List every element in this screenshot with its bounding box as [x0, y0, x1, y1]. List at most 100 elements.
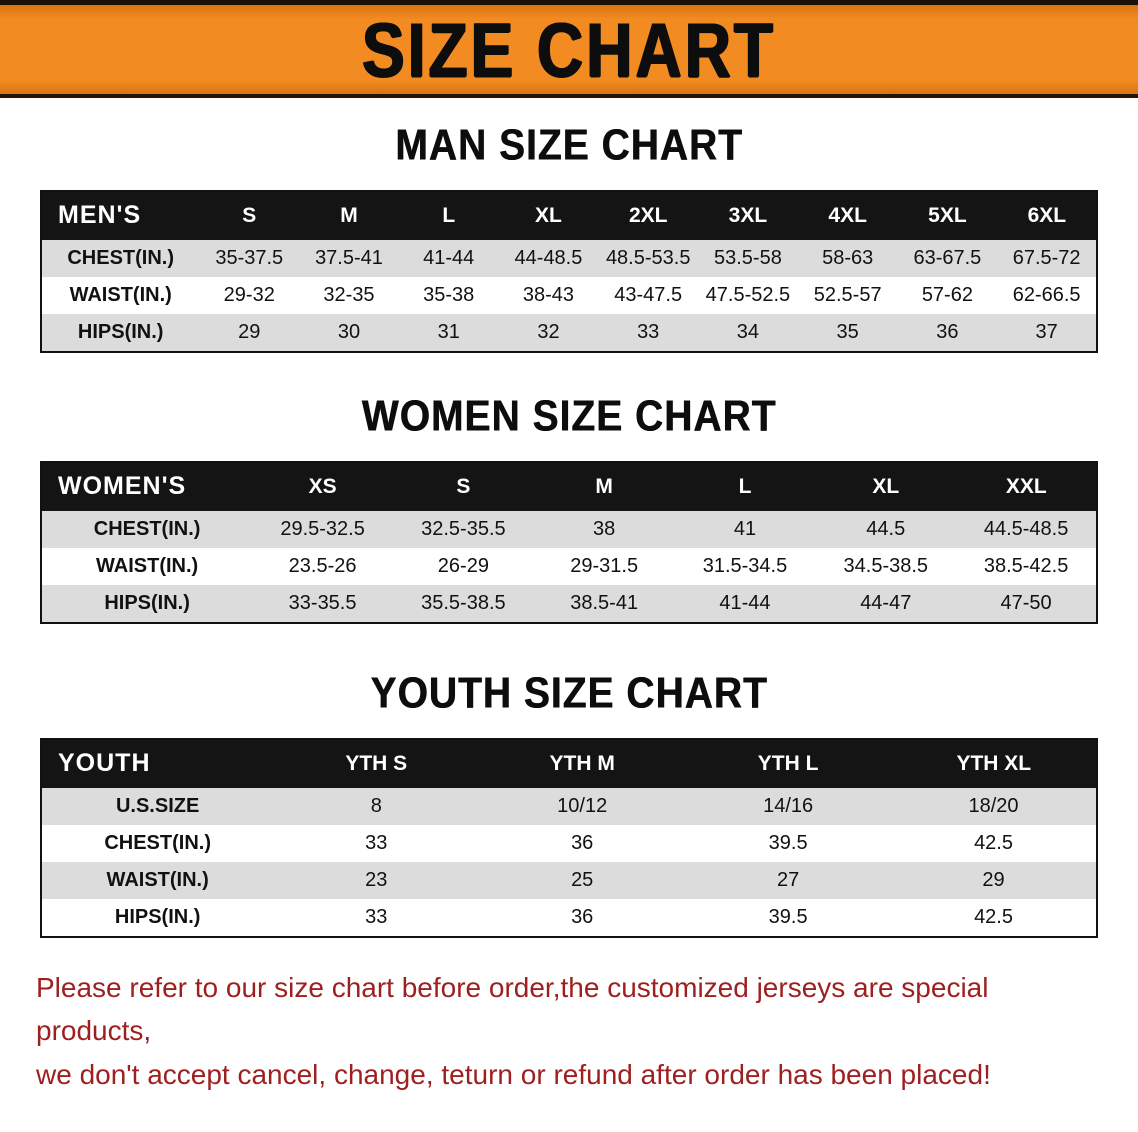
disclaimer-text: Please refer to our size chart before or… [36, 966, 1102, 1096]
size-value-cell: 53.5-58 [714, 247, 782, 269]
size-value-cell: 29-32 [223, 284, 275, 306]
size-value-cell: 33-35.5 [288, 592, 357, 614]
table-row: WAIST(IN.) 23.5-26 26-29 29-31.5 31.5-34.5 34… [41, 548, 1097, 585]
row-label: HIPS(IN.) [77, 321, 164, 343]
row-label: WAIST(IN.) [69, 284, 172, 306]
size-value-cell: 29-31.5 [570, 555, 639, 577]
size-column-header: 3XL [697, 190, 799, 240]
mens-heading: MAN SIZE CHART [395, 121, 743, 170]
size-column-header: L [398, 190, 500, 240]
table-header-row: MEN'S S M L XL 2XL 3XL 4XL 5XL 6XL [40, 190, 1098, 240]
size-value-cell: 52.5-57 [813, 284, 882, 306]
size-value-cell: 32 [537, 321, 560, 343]
size-column-header: YTH M [478, 738, 686, 788]
size-value-cell: 37.5-41 [315, 247, 383, 269]
size-value-cell: 38 [593, 518, 616, 540]
size-value-cell: 35 [836, 321, 859, 343]
size-column-header: XXL [955, 461, 1098, 511]
size-value-cell: 42.5 [974, 906, 1013, 928]
youth-size-table: YOUTH YTH S YTH M YTH L YTH XL U.S.SIZE 8 10/12… [40, 738, 1098, 938]
table-header-row: YOUTH YTH S YTH M YTH L YTH XL [40, 738, 1098, 788]
table-row: WAIST(IN.) 29-32 32-35 35-38 38-43 43-47.5 47.… [41, 277, 1097, 314]
size-value-cell: 35-37.5 [215, 247, 284, 269]
size-value-cell: 10/12 [557, 795, 608, 817]
mens-size-table: MEN'S S M L XL 2XL 3XL 4XL 5XL 6XL CHEST(IN.) 35-37… [40, 190, 1098, 353]
table-corner-label: YOUTH [40, 738, 274, 788]
banner: SIZE CHART [0, 0, 1138, 98]
youth-section: YOUTH SIZE CHART YOUTH YTH S YTH M YTH L YTH… [0, 669, 1138, 938]
table-row: HIPS(IN.) 33 36 39.5 42.5 [41, 899, 1097, 937]
size-value-cell: 57-62 [921, 284, 973, 306]
size-value-cell: 41-44 [719, 592, 771, 614]
size-value-cell: 34 [736, 321, 760, 343]
size-value-cell: 29 [982, 869, 1005, 891]
size-column-header: YTH S [272, 738, 480, 788]
size-chart-page: SIZE CHART MAN SIZE CHART MEN'S S M L XL 2XL 3… [0, 0, 1138, 1096]
size-value-cell: 29 [238, 321, 261, 343]
size-value-cell: 31 [437, 321, 460, 343]
size-column-header: 5XL [897, 190, 998, 240]
size-value-cell: 18/20 [968, 795, 1019, 817]
size-value-cell: 26-29 [437, 555, 489, 577]
size-value-cell: 41-44 [423, 247, 475, 269]
size-value-cell: 47.5-52.5 [705, 284, 791, 306]
row-label: HIPS(IN.) [114, 906, 201, 928]
size-column-header: M [533, 461, 676, 511]
table-row: CHEST(IN.) 33 36 39.5 42.5 [41, 825, 1097, 862]
womens-section: WOMEN SIZE CHART WOMEN'S XS S M L XL XXL CHEST(… [0, 392, 1138, 624]
table-row: WAIST(IN.) 23 25 27 29 [41, 862, 1097, 899]
size-value-cell: 35-38 [423, 284, 475, 306]
size-column-header: 6XL [996, 190, 1098, 240]
row-label: WAIST(IN.) [95, 555, 199, 577]
size-column-header: XS [251, 461, 394, 511]
disclaimer-line-2: we don't accept cancel, change, teturn o… [36, 1058, 991, 1090]
size-column-header: 2XL [597, 190, 699, 240]
size-column-header: M [298, 190, 400, 240]
size-column-header: XL [814, 461, 957, 511]
size-value-cell: 44-47 [860, 592, 912, 614]
size-value-cell: 32.5-35.5 [421, 518, 506, 540]
table-row: CHEST(IN.) 29.5-32.5 32.5-35.5 38 41 44.5 44.5… [41, 510, 1097, 548]
size-value-cell: 44-48.5 [514, 247, 583, 269]
size-column-header: YTH L [684, 738, 892, 788]
size-column-header: XL [498, 190, 599, 240]
size-value-cell: 63-67.5 [913, 247, 982, 269]
row-label: CHEST(IN.) [67, 247, 175, 269]
womens-size-table: WOMEN'S XS S M L XL XXL CHEST(IN.) 29.5-32.5 32.5… [40, 461, 1098, 624]
size-value-cell: 25 [571, 869, 594, 891]
size-value-cell: 30 [337, 321, 361, 343]
size-value-cell: 23 [365, 869, 388, 891]
size-value-cell: 37 [1035, 321, 1058, 343]
size-value-cell: 31.5-34.5 [702, 555, 788, 577]
size-value-cell: 32-35 [323, 284, 375, 306]
table-row: HIPS(IN.) 29 30 31 32 33 34 35 36 37 [41, 314, 1097, 352]
page-title: SIZE CHART [362, 6, 776, 93]
size-column-header: S [392, 461, 535, 511]
size-value-cell: 67.5-72 [1012, 247, 1081, 269]
size-value-cell: 8 [370, 795, 382, 817]
row-label: CHEST(IN.) [93, 518, 201, 540]
size-value-cell: 38.5-41 [570, 592, 639, 614]
row-label: WAIST(IN.) [106, 869, 209, 891]
size-value-cell: 33 [365, 906, 388, 928]
size-value-cell: 35.5-38.5 [421, 592, 506, 614]
youth-heading: YOUTH SIZE CHART [370, 669, 768, 718]
womens-heading: WOMEN SIZE CHART [361, 392, 777, 441]
table-row: CHEST(IN.) 35-37.5 37.5-41 41-44 44-48.5 48.5… [41, 239, 1097, 277]
disclaimer-line-1: Please refer to our size chart before or… [36, 972, 989, 1047]
size-column-header: 4XL [797, 190, 899, 240]
size-value-cell: 33 [365, 832, 388, 854]
table-row: HIPS(IN.) 33-35.5 35.5-38.5 38.5-41 41-44 44-… [41, 585, 1097, 623]
size-value-cell: 62-66.5 [1012, 284, 1081, 306]
table-corner-label: WOMEN'S [40, 461, 253, 511]
size-value-cell: 42.5 [974, 832, 1013, 854]
size-column-header: S [198, 190, 300, 240]
size-column-header: YTH XL [890, 738, 1098, 788]
size-value-cell: 36 [571, 906, 594, 928]
size-value-cell: 36 [936, 321, 959, 343]
size-value-cell: 27 [776, 869, 800, 891]
size-value-cell: 38.5-42.5 [983, 555, 1069, 577]
size-value-cell: 33 [637, 321, 660, 343]
size-value-cell: 39.5 [768, 832, 808, 854]
table-row: U.S.SIZE 8 10/12 14/16 18/20 [41, 787, 1097, 825]
